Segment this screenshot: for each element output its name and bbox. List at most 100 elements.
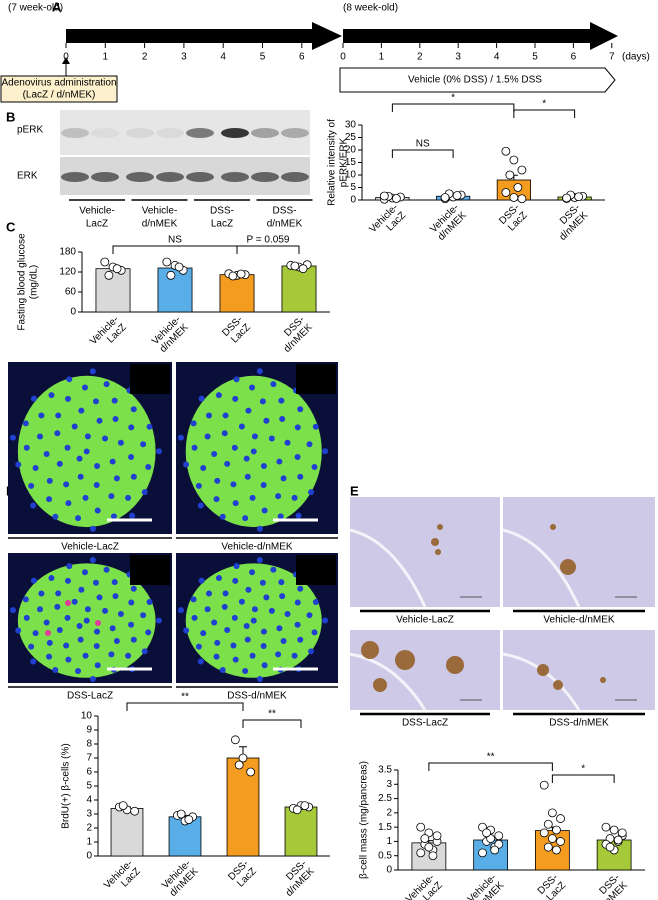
data-point (292, 805, 302, 815)
data-point (424, 842, 434, 852)
image-label: DSS-LacZ (67, 691, 113, 702)
dapi-nucleus (297, 585, 304, 592)
significance-bracket (513, 109, 576, 118)
dapi-nucleus (279, 593, 286, 600)
blot-band (251, 172, 279, 182)
dapi-nucleus (38, 590, 45, 597)
panel-label: B (6, 109, 15, 124)
x-tick-label: Vehicle-LacZ (102, 858, 143, 891)
dapi-nucleus (195, 643, 202, 650)
y-tick-label: 8 (86, 739, 92, 750)
timeline-day: 1 (103, 52, 109, 63)
y-tick-label: 10 (345, 170, 357, 181)
dapi-nucleus (110, 513, 117, 520)
data-point (452, 191, 462, 200)
dapi-nucleus (232, 577, 239, 584)
x-tick-label: Vehicle-d/nMEK (150, 314, 191, 355)
dapi-nucleus (270, 566, 277, 573)
dapi-nucleus (94, 507, 101, 514)
dapi-nucleus (46, 639, 53, 646)
data-point (174, 262, 184, 272)
x-tick-label: Vehicle-d/nMEK (428, 202, 469, 243)
dapi-nucleus (113, 475, 120, 482)
data-point (478, 848, 487, 858)
significance-bracket (112, 245, 238, 254)
treatment-box (339, 67, 616, 93)
timeline-day: 3 (181, 52, 187, 63)
significance-label: NS (168, 235, 182, 246)
islet-stain (437, 524, 443, 530)
dapi-nucleus (221, 603, 228, 610)
dapi-nucleus (36, 606, 43, 613)
y-tick-label: 0.5 (378, 850, 392, 861)
y-tick-label: 2.5 (378, 793, 392, 804)
data-point (513, 183, 523, 192)
dapi-nucleus (128, 621, 135, 628)
dapi-nucleus (23, 444, 30, 451)
dapi-nucleus (312, 423, 319, 430)
significance-label: ** (268, 709, 276, 720)
timeline-day: 1 (379, 52, 385, 63)
x-tick-label: Vehicle-LacZ (88, 314, 129, 347)
dapi-nucleus (260, 482, 267, 489)
dapi-nucleus (155, 617, 162, 624)
data-point (556, 837, 565, 846)
dapi-nucleus (112, 415, 119, 422)
y-tick-label: 180 (59, 247, 76, 258)
dapi-nucleus (81, 384, 88, 391)
dapi-nucleus (284, 611, 291, 618)
dapi-nucleus (43, 450, 50, 457)
islet-stain (431, 538, 439, 546)
timeline-label: (8 week-old) (343, 3, 398, 14)
data-point (432, 831, 442, 841)
dapi-nucleus (32, 464, 39, 471)
dapi-nucleus (294, 453, 301, 460)
legend-box (296, 364, 336, 394)
dapi-nucleus (190, 420, 197, 427)
dapi-nucleus (93, 643, 100, 650)
dapi-nucleus (56, 627, 63, 634)
dapi-nucleus (96, 594, 103, 601)
dapi-nucleus (128, 599, 135, 606)
data-point (420, 834, 430, 843)
dapi-nucleus (277, 513, 284, 520)
y-tick-label: 1.5 (378, 822, 392, 833)
islet-stain (553, 680, 563, 690)
dapi-nucleus (30, 658, 37, 665)
dapi-nucleus (243, 623, 250, 630)
blot-row-label: ERK (17, 171, 38, 182)
dapi-nucleus (312, 598, 319, 605)
dapi-nucleus (256, 368, 263, 375)
dapi-nucleus (211, 619, 218, 626)
data-point (517, 194, 527, 204)
dapi-nucleus (94, 628, 101, 635)
data-point (166, 270, 176, 280)
dapi-nucleus (66, 563, 73, 570)
blot-group-label: DSS- (210, 206, 234, 217)
timeline-day: 2 (417, 52, 423, 63)
timeline-day: 0 (63, 52, 69, 63)
dapi-nucleus (280, 637, 287, 644)
image-label: Vehicle-LacZ (396, 615, 454, 626)
data-point (290, 261, 300, 271)
legend-text: BrdU (134, 376, 150, 383)
data-point (176, 809, 186, 819)
significance-bracket (236, 245, 300, 254)
significance-bracket (391, 149, 454, 158)
blot-band (221, 128, 249, 138)
x-tick-label: DSS-LacZ (497, 202, 529, 233)
dapi-nucleus (219, 667, 226, 674)
dapi-nucleus (268, 435, 275, 442)
timeline-day: 3 (455, 52, 461, 63)
dapi-nucleus (102, 607, 109, 614)
dapi-nucleus (89, 368, 96, 375)
image-label: DSS-d/nMEK (549, 718, 609, 729)
dapi-nucleus (92, 398, 99, 405)
dapi-nucleus (204, 433, 211, 440)
dapi-nucleus (244, 473, 251, 480)
significance-bracket (428, 762, 553, 771)
dapi-nucleus (111, 397, 118, 404)
dapi-nucleus (268, 607, 275, 614)
dapi-nucleus (36, 433, 43, 440)
dapi-nucleus (22, 420, 29, 427)
